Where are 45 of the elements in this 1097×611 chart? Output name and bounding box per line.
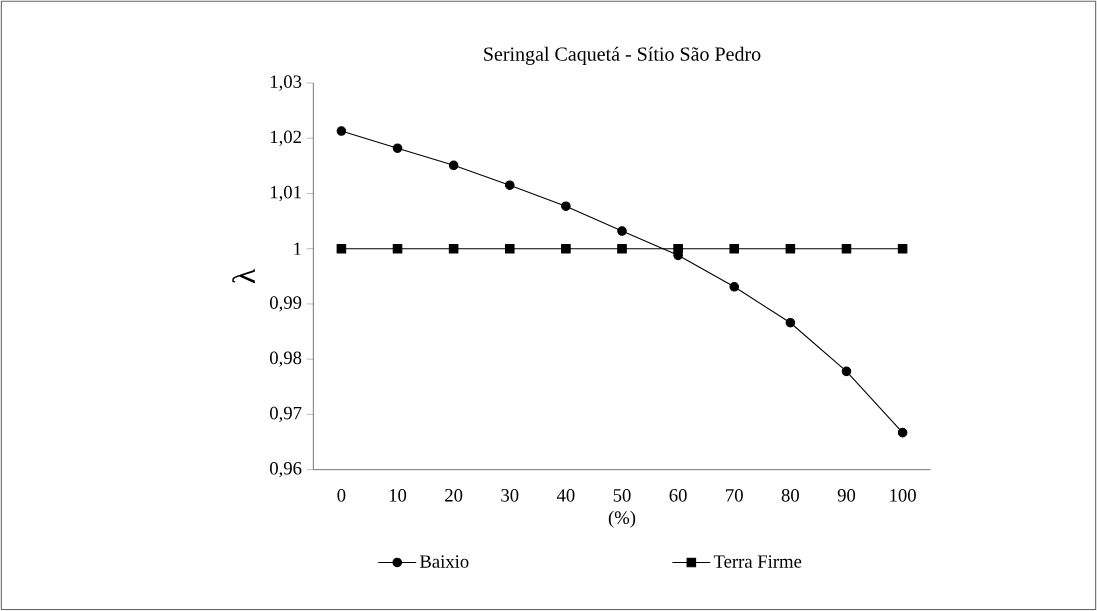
x-tick-label: 40	[556, 489, 575, 502]
y-axis-title: λ	[232, 268, 255, 284]
x-tick-label: 0	[337, 489, 346, 502]
point	[392, 143, 403, 153]
point	[561, 243, 571, 254]
point	[392, 243, 403, 254]
y-tick-label: 1	[294, 242, 301, 255]
point	[448, 160, 459, 171]
point	[617, 243, 627, 254]
point	[617, 226, 627, 236]
point	[336, 243, 347, 254]
y-tick-label: 0,99	[270, 296, 302, 312]
point	[897, 243, 908, 254]
x-tick-label: 20	[445, 489, 463, 502]
y-tick-label: 1,01	[270, 185, 301, 202]
point	[897, 427, 908, 438]
point	[504, 180, 515, 190]
x-tick-label: 60	[669, 489, 687, 502]
point	[785, 317, 796, 328]
y-tick-label: 1,03	[270, 75, 302, 91]
point	[504, 243, 515, 254]
x-tick-label: 70	[726, 489, 743, 502]
point	[729, 282, 740, 292]
point	[729, 243, 740, 254]
x-tick-label: 90	[837, 489, 856, 502]
y-tick-label: 0,97	[270, 406, 302, 423]
x-tick-label: 30	[501, 489, 519, 502]
x-tick-label: 100	[890, 489, 916, 502]
legend-label: Terra Firme	[713, 555, 802, 568]
y-tick-label: 0,98	[270, 351, 302, 367]
legend-label: Baixio	[419, 555, 469, 568]
x-tick-label: 10	[389, 489, 407, 502]
point	[561, 201, 571, 211]
point	[448, 243, 459, 254]
point	[336, 126, 347, 136]
point	[673, 243, 683, 254]
y-tick-label: 0,96	[270, 462, 302, 478]
point	[841, 366, 852, 377]
x-axis-title: (%)	[608, 510, 636, 528]
chart-title: Seringal Caquetá - Sítio São Pedro	[484, 46, 761, 65]
x-tick-label: 80	[781, 489, 799, 502]
point	[785, 243, 796, 254]
x-tick-label: 50	[613, 489, 631, 502]
y-tick-label: 1,02	[270, 130, 301, 146]
point	[841, 243, 852, 254]
